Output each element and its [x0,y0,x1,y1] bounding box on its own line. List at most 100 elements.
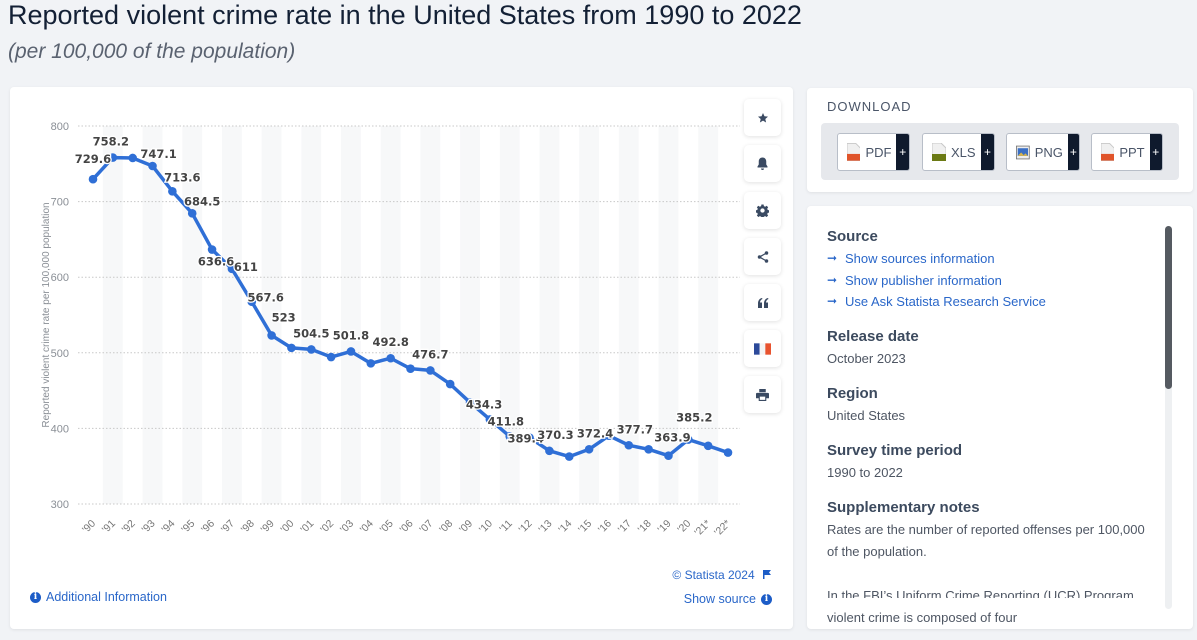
x-tick-label: '00 [278,518,296,536]
download-panel: DOWNLOAD PDF + XLS + PNG + PPT + [807,88,1193,192]
line-chart: 800 700 600 500 400 300 Reported violent crime… [41,121,740,539]
data-point [168,187,177,196]
additional-information-link[interactable]: i Additional Information [30,590,167,604]
show-publisher-label: Show publisher information [845,272,1002,288]
flag-icon [763,570,771,579]
data-label: 492.8 [372,335,408,349]
data-label: 504.5 [293,326,329,340]
column-stripe [102,126,123,504]
data-point [664,451,673,460]
scrollbar-track[interactable] [1165,226,1172,609]
download-ppt-button[interactable]: PPT + [1091,133,1163,171]
settings-button[interactable] [744,192,781,229]
x-tick-label: '02 [318,518,336,536]
x-tick-label: '10 [477,518,495,536]
x-tick-label: '22* [712,518,733,539]
data-label: 729.6 [75,152,111,166]
show-publisher-link[interactable]: ➞ Show publisher information [827,270,1157,292]
notification-button[interactable] [744,145,781,182]
show-source-link[interactable]: Show source i [684,592,772,606]
x-tick-label: '11 [497,518,515,536]
data-point [445,379,455,389]
x-tick-label: '13 [536,518,554,536]
x-tick-label: '91 [100,518,118,536]
data-label: 611 [234,260,258,274]
x-tick-label: '05 [378,518,396,536]
x-tick-label: '97 [219,518,237,536]
data-label: 476.7 [412,347,448,361]
x-tick-label: '21* [692,518,713,539]
data-point [148,161,157,171]
data-point [703,441,713,451]
x-tick-label: '95 [179,518,197,536]
x-tick-label: '18 [636,518,654,536]
x-tick-label: '94 [159,518,177,536]
share-button[interactable] [744,238,781,275]
scrollbar-thumb[interactable] [1165,226,1172,389]
data-point [684,435,693,444]
data-point [644,445,653,454]
additional-information-label: Additional Information [46,590,167,604]
data-label: 636.6 [198,255,234,269]
download-pdf-button[interactable]: PDF + [837,133,910,171]
data-point [386,353,395,363]
language-button[interactable] [744,330,781,367]
column-stripe [658,126,679,504]
ask-statista-link[interactable]: ➞ Use Ask Statista Research Service [827,291,1157,313]
x-tick-label: '09 [457,518,475,536]
notes-section: Supplementary notes Rates are the number… [827,499,1157,629]
data-point [465,398,475,407]
data-point [485,415,495,424]
cite-button[interactable] [744,284,781,321]
release-date-heading: Release date [827,327,919,345]
show-sources-link[interactable]: ➞ Show sources information [827,248,1157,270]
y-tick-label: 700 [51,197,69,209]
x-tick-label: '06 [397,518,415,536]
star-icon [757,112,768,122]
x-tick-label: '99 [259,518,277,536]
data-point [267,331,276,340]
column-stripe [221,126,242,504]
data-point [306,345,316,354]
favorite-button[interactable] [744,99,781,136]
ppt-file-icon [1101,143,1115,161]
column-stripe [618,126,639,504]
data-label: 501.8 [333,328,369,342]
print-button[interactable] [744,376,781,413]
page-title: Reported violent crime rate in the Unite… [8,0,802,30]
data-point [227,264,237,274]
x-tick-label: '92 [120,518,138,536]
data-point [604,431,614,440]
survey-period-value: 1990 to 2022 [827,464,903,480]
data-point [366,359,376,368]
download-png-plus[interactable]: + [1067,134,1079,170]
data-point [207,245,217,254]
quote-icon [757,297,768,308]
page-subtitle: (per 100,000 of the population) [8,40,296,63]
statistic-details-panel: Source ➞ Show sources information ➞ Show p… [807,206,1193,629]
survey-period-section: Survey time period 1990 to 2022 [827,442,1157,484]
download-tray: PDF + XLS + PNG + PPT + [821,123,1179,180]
x-tick-label: '07 [417,518,435,536]
x-tick-label: '98 [239,518,257,536]
download-png-button[interactable]: PNG + [1006,133,1080,171]
arrow-right-icon: ➞ [827,294,838,308]
y-tick-label: 500 [51,348,69,360]
data-point [564,452,574,461]
download-xls-plus[interactable]: + [981,134,994,170]
data-point [525,433,534,442]
xls-file-icon [932,143,946,161]
download-ppt-plus[interactable]: + [1149,134,1162,170]
column-stripe [539,126,560,504]
y-axis-label: Reported violent crime rate per 100,000 … [41,202,52,427]
x-tick-label: '04 [358,518,376,536]
region-section: Region United States [827,385,1157,427]
download-xls-button[interactable]: XLS + [922,133,995,171]
copyright-link[interactable]: © Statista 2024 [672,568,771,582]
column-stripe [460,126,480,504]
data-label: 758.2 [93,135,129,149]
download-pdf-plus[interactable]: + [896,134,909,170]
x-tick-label: '90 [80,518,98,536]
copyright-text: © Statista 2024 [672,568,755,582]
data-label: 747.1 [140,147,176,161]
